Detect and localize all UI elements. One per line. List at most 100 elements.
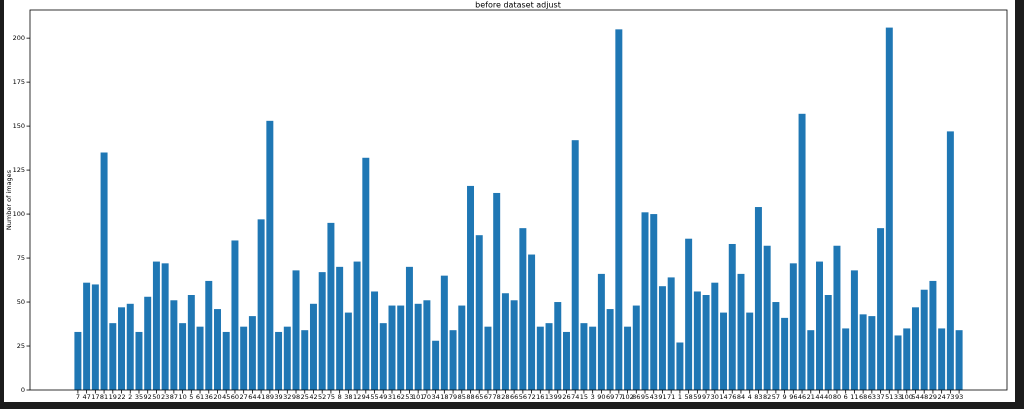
y-tick-label: 50 [17, 298, 25, 306]
x-tick-label: 48 [920, 393, 928, 401]
bar [519, 228, 527, 390]
x-tick-label: 40 [824, 393, 832, 401]
x-tick-label: 50 [152, 393, 160, 401]
y-tick-label: 200 [13, 34, 25, 42]
bar [135, 331, 143, 390]
bar [344, 312, 352, 390]
x-tick-label: 12 [353, 393, 361, 401]
bar [405, 266, 413, 390]
x-tick-label: 49 [379, 393, 387, 401]
x-tick-label: 3 [591, 393, 595, 401]
x-tick-label: 46 [798, 393, 806, 401]
bar [798, 113, 806, 390]
x-tick-label: 13 [545, 393, 553, 401]
bar [91, 284, 99, 390]
x-tick-label: 17 [91, 393, 99, 401]
x-tick-label: 11 [850, 393, 858, 401]
x-tick-label: 87 [170, 393, 178, 401]
bar [824, 295, 832, 390]
x-tick-label: 25 [301, 393, 309, 401]
bar [571, 140, 579, 390]
x-tick-label: 94 [362, 393, 370, 401]
x-tick-label: 97 [702, 393, 710, 401]
y-tick-label: 100 [13, 210, 25, 218]
y-axis-label: Number of images [5, 169, 13, 230]
bar [955, 330, 963, 390]
x-tick-label: 65 [475, 393, 483, 401]
x-tick-label: 30 [711, 393, 719, 401]
x-tick-label: 8 [338, 393, 342, 401]
x-tick-label: 1 [678, 393, 682, 401]
x-tick-label: 79 [449, 393, 457, 401]
x-tick-label: 4 [748, 393, 752, 401]
x-tick-label: 7 [76, 393, 80, 401]
bar [920, 289, 928, 390]
x-tick-label: 29 [929, 393, 937, 401]
x-tick-label: 21 [807, 393, 815, 401]
x-tick-label: 16 [536, 393, 544, 401]
plot-frame [29, 9, 1008, 391]
x-tick-label: 38 [344, 393, 352, 401]
x-tick-label: 37 [876, 393, 884, 401]
bar [275, 331, 283, 390]
bar [676, 342, 684, 390]
x-tick-label: 47 [82, 393, 90, 401]
x-tick-label: 59 [693, 393, 701, 401]
x-tick-label: 14 [719, 393, 727, 401]
bar [711, 282, 719, 390]
x-tick-label: 102 [621, 393, 633, 401]
y-tick-label: 125 [13, 166, 25, 174]
bar [353, 261, 361, 390]
y-tick-label: 150 [13, 122, 25, 130]
x-tick-label: 101 [412, 393, 424, 401]
bar [388, 305, 396, 390]
bar [641, 212, 649, 390]
x-tick-label: 61 [196, 393, 204, 401]
bar [816, 261, 823, 390]
x-tick-label: 82 [763, 393, 771, 401]
x-tick-label: 57 [772, 393, 780, 401]
bar [179, 323, 187, 390]
x-tick-label: 27 [240, 393, 248, 401]
x-tick-label: 93 [955, 393, 963, 401]
x-tick-label: 23 [161, 393, 169, 401]
bar [231, 240, 239, 390]
bar [205, 280, 213, 390]
bar [152, 261, 160, 390]
x-tick-label: 90 [597, 393, 605, 401]
bar [432, 340, 440, 390]
x-tick-label: 68 [859, 393, 867, 401]
x-tick-label: 86 [632, 393, 640, 401]
bar [222, 331, 230, 390]
x-tick-label: 39 [274, 393, 282, 401]
bar [118, 307, 126, 390]
x-tick-label: 44 [815, 393, 823, 401]
bar [693, 291, 701, 390]
bar [248, 316, 256, 390]
x-tick-label: 54 [911, 393, 919, 401]
bar [336, 266, 344, 390]
bar [624, 326, 632, 390]
bar [685, 238, 693, 390]
bar [554, 302, 562, 390]
x-tick-label: 67 [484, 393, 492, 401]
x-tick-label: 62 [397, 393, 405, 401]
x-tick-label: 99 [554, 393, 562, 401]
bar [458, 305, 466, 390]
x-tick-label: 92 [144, 393, 152, 401]
bar [109, 323, 117, 390]
x-tick-label: 89 [266, 393, 274, 401]
bar [510, 300, 518, 390]
x-tick-label: 5 [189, 393, 193, 401]
bar [397, 305, 405, 390]
bar [83, 282, 91, 390]
x-tick-label: 66 [510, 393, 518, 401]
bar [720, 312, 728, 390]
bar [728, 243, 736, 390]
x-tick-label: 19 [109, 393, 117, 401]
x-tick-label: 9 [783, 393, 787, 401]
bar [807, 330, 815, 390]
bar [266, 120, 274, 390]
x-tick-label: 76 [728, 393, 736, 401]
